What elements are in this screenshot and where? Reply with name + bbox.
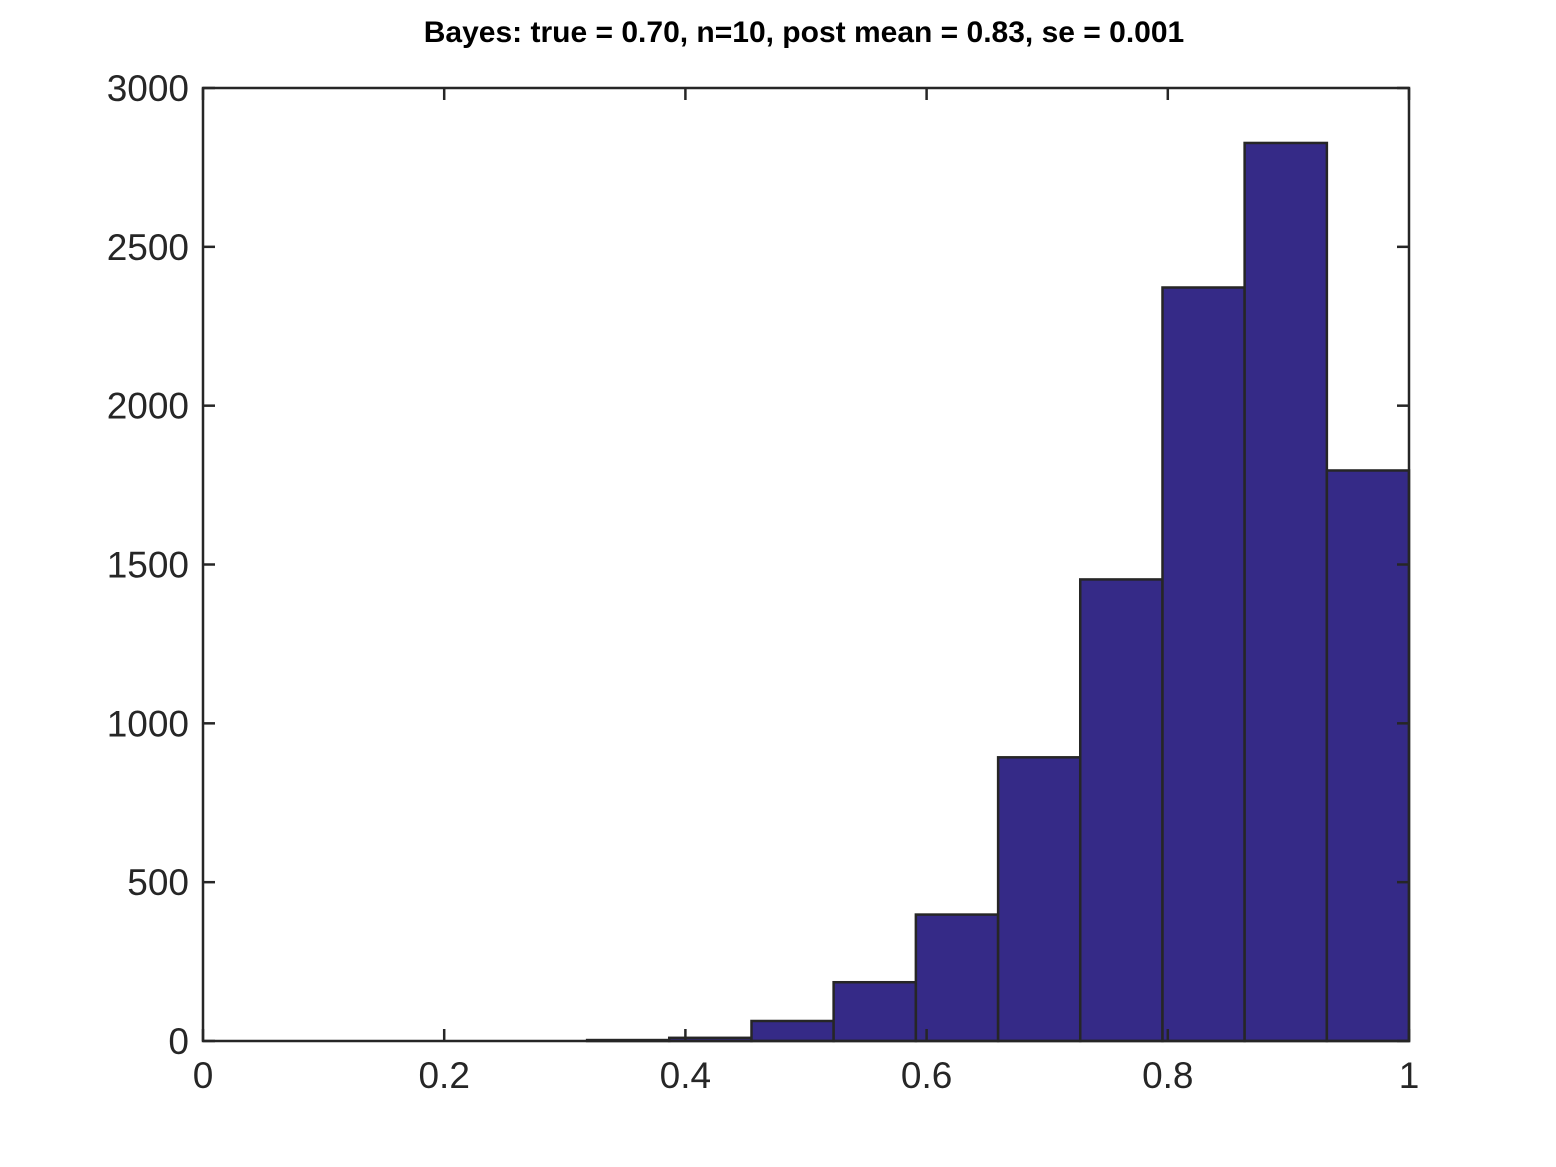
x-tick-label: 0 [193, 1055, 214, 1096]
y-tick-labels: 0 500 1000 1500 2000 2500 3000 [107, 68, 189, 1062]
x-tick-label: 0.6 [901, 1055, 952, 1096]
histogram-bar [1078, 578, 1164, 1043]
x-tick-label: 0.2 [418, 1055, 469, 1096]
histogram-bar [832, 980, 918, 1043]
x-tick-label: 0.4 [660, 1055, 711, 1096]
y-tick-label: 1000 [107, 703, 189, 744]
y-tick-label: 3000 [107, 68, 189, 109]
x-tick-label: 1 [1399, 1055, 1420, 1096]
y-tick-label: 500 [127, 862, 189, 903]
histogram-bar [750, 1019, 835, 1043]
histogram-bar [1325, 469, 1411, 1043]
histogram-bar [1243, 141, 1329, 1043]
histogram-bar [996, 756, 1082, 1043]
y-tick-label: 1500 [107, 545, 189, 586]
bars [585, 141, 1411, 1043]
chart-title: Bayes: true = 0.70, n=10, post mean = 0.… [424, 16, 1184, 49]
y-tick-label: 2500 [107, 227, 189, 268]
axes-box [201, 86, 1411, 1043]
x-tick-labels: 0 0.2 0.4 0.6 0.8 1 [193, 1055, 1420, 1096]
histogram-bar [1161, 286, 1246, 1043]
histogram-bar [914, 913, 1000, 1043]
x-tick-label: 0.8 [1142, 1055, 1193, 1096]
y-tick-label: 0 [168, 1021, 189, 1062]
y-tick-label: 2000 [107, 386, 189, 427]
